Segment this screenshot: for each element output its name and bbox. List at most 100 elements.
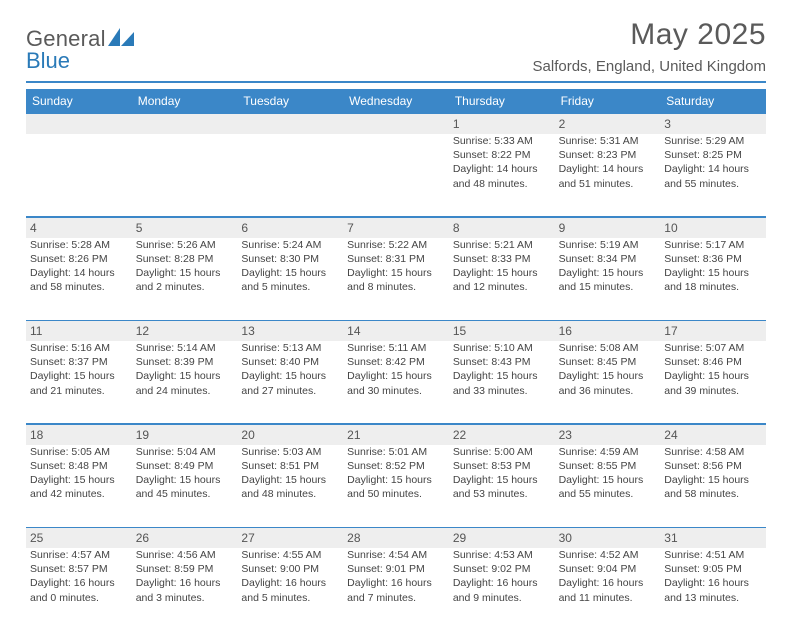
daynum-row: 45678910 (26, 218, 766, 238)
sunrise-text: Sunrise: 5:28 AM (30, 238, 128, 252)
sunrise-text: Sunrise: 5:13 AM (241, 341, 339, 355)
weekday-thu: Thursday (449, 89, 555, 114)
sunset-text: Sunset: 8:34 PM (559, 252, 657, 266)
day-cell: Sunrise: 4:56 AMSunset: 8:59 PMDaylight:… (132, 548, 238, 630)
brand-text: General Blue (26, 28, 134, 72)
sunset-text: Sunset: 8:45 PM (559, 355, 657, 369)
sunrise-text: Sunrise: 4:52 AM (559, 548, 657, 562)
day-info: Sunrise: 5:14 AMSunset: 8:39 PMDaylight:… (136, 341, 234, 398)
day-info: Sunrise: 5:33 AMSunset: 8:22 PMDaylight:… (453, 134, 551, 191)
day-info: Sunrise: 4:51 AMSunset: 9:05 PMDaylight:… (664, 548, 762, 605)
weekday-sun: Sunday (26, 89, 132, 114)
weekday-mon: Monday (132, 89, 238, 114)
day-cell: Sunrise: 4:54 AMSunset: 9:01 PMDaylight:… (343, 548, 449, 630)
week-row: Sunrise: 5:16 AMSunset: 8:37 PMDaylight:… (26, 341, 766, 423)
day-cell: Sunrise: 5:31 AMSunset: 8:23 PMDaylight:… (555, 134, 661, 216)
daylight-text: Daylight: 15 hours and 15 minutes. (559, 266, 657, 294)
day-number: 10 (660, 218, 766, 238)
sunrise-text: Sunrise: 4:59 AM (559, 445, 657, 459)
week-row: Sunrise: 5:05 AMSunset: 8:48 PMDaylight:… (26, 445, 766, 527)
daylight-text: Daylight: 16 hours and 7 minutes. (347, 576, 445, 604)
day-cell: Sunrise: 5:21 AMSunset: 8:33 PMDaylight:… (449, 238, 555, 320)
day-info: Sunrise: 5:11 AMSunset: 8:42 PMDaylight:… (347, 341, 445, 398)
day-cell: Sunrise: 4:53 AMSunset: 9:02 PMDaylight:… (449, 548, 555, 630)
sunrise-text: Sunrise: 4:54 AM (347, 548, 445, 562)
day-number: 15 (449, 321, 555, 341)
page-header: General Blue May 2025 Salfords, England,… (26, 18, 766, 75)
sunset-text: Sunset: 9:01 PM (347, 562, 445, 576)
day-number: 5 (132, 218, 238, 238)
day-number (132, 114, 238, 134)
brand-sail-icon (108, 28, 134, 46)
sunrise-text: Sunrise: 4:53 AM (453, 548, 551, 562)
daylight-text: Daylight: 14 hours and 48 minutes. (453, 162, 551, 190)
day-number: 24 (660, 425, 766, 445)
day-cell: Sunrise: 5:28 AMSunset: 8:26 PMDaylight:… (26, 238, 132, 320)
sunset-text: Sunset: 8:30 PM (241, 252, 339, 266)
daylight-text: Daylight: 15 hours and 48 minutes. (241, 473, 339, 501)
sunset-text: Sunset: 8:48 PM (30, 459, 128, 473)
day-cell: Sunrise: 5:04 AMSunset: 8:49 PMDaylight:… (132, 445, 238, 527)
sunrise-text: Sunrise: 5:14 AM (136, 341, 234, 355)
day-cell: Sunrise: 5:07 AMSunset: 8:46 PMDaylight:… (660, 341, 766, 423)
week-row: Sunrise: 5:33 AMSunset: 8:22 PMDaylight:… (26, 134, 766, 216)
day-cell: Sunrise: 5:05 AMSunset: 8:48 PMDaylight:… (26, 445, 132, 527)
day-info: Sunrise: 5:22 AMSunset: 8:31 PMDaylight:… (347, 238, 445, 295)
daylight-text: Daylight: 16 hours and 3 minutes. (136, 576, 234, 604)
daynum-row: 123 (26, 114, 766, 134)
location-text: Salfords, England, United Kingdom (533, 58, 766, 75)
sunset-text: Sunset: 8:23 PM (559, 148, 657, 162)
day-info: Sunrise: 5:16 AMSunset: 8:37 PMDaylight:… (30, 341, 128, 398)
day-info: Sunrise: 4:59 AMSunset: 8:55 PMDaylight:… (559, 445, 657, 502)
day-cell (26, 134, 132, 216)
daylight-text: Daylight: 15 hours and 50 minutes. (347, 473, 445, 501)
weekday-wed: Wednesday (343, 89, 449, 114)
daylight-text: Daylight: 15 hours and 8 minutes. (347, 266, 445, 294)
daylight-text: Daylight: 15 hours and 18 minutes. (664, 266, 762, 294)
day-number: 17 (660, 321, 766, 341)
sunrise-text: Sunrise: 5:29 AM (664, 134, 762, 148)
day-cell (237, 134, 343, 216)
day-cell: Sunrise: 5:14 AMSunset: 8:39 PMDaylight:… (132, 341, 238, 423)
calendar-page: General Blue May 2025 Salfords, England,… (0, 0, 792, 630)
day-cell: Sunrise: 5:16 AMSunset: 8:37 PMDaylight:… (26, 341, 132, 423)
daylight-text: Daylight: 15 hours and 33 minutes. (453, 369, 551, 397)
day-info: Sunrise: 5:13 AMSunset: 8:40 PMDaylight:… (241, 341, 339, 398)
daylight-text: Daylight: 15 hours and 58 minutes. (664, 473, 762, 501)
day-number: 11 (26, 321, 132, 341)
weeks-container: 123Sunrise: 5:33 AMSunset: 8:22 PMDaylig… (26, 114, 766, 630)
day-info: Sunrise: 5:24 AMSunset: 8:30 PMDaylight:… (241, 238, 339, 295)
day-info: Sunrise: 5:31 AMSunset: 8:23 PMDaylight:… (559, 134, 657, 191)
daylight-text: Daylight: 15 hours and 39 minutes. (664, 369, 762, 397)
day-number: 20 (237, 425, 343, 445)
month-title: May 2025 (533, 18, 766, 52)
daylight-text: Daylight: 15 hours and 2 minutes. (136, 266, 234, 294)
day-cell: Sunrise: 5:26 AMSunset: 8:28 PMDaylight:… (132, 238, 238, 320)
sunrise-text: Sunrise: 5:07 AM (664, 341, 762, 355)
sunrise-text: Sunrise: 5:31 AM (559, 134, 657, 148)
day-info: Sunrise: 5:01 AMSunset: 8:52 PMDaylight:… (347, 445, 445, 502)
daylight-text: Daylight: 14 hours and 55 minutes. (664, 162, 762, 190)
day-number: 1 (449, 114, 555, 134)
day-number: 31 (660, 528, 766, 548)
day-info: Sunrise: 5:10 AMSunset: 8:43 PMDaylight:… (453, 341, 551, 398)
daylight-text: Daylight: 16 hours and 0 minutes. (30, 576, 128, 604)
sunrise-text: Sunrise: 5:21 AM (453, 238, 551, 252)
day-number: 9 (555, 218, 661, 238)
daynum-row: 25262728293031 (26, 528, 766, 548)
brand-name-2: Blue (26, 48, 70, 73)
day-info: Sunrise: 5:05 AMSunset: 8:48 PMDaylight:… (30, 445, 128, 502)
sunset-text: Sunset: 8:28 PM (136, 252, 234, 266)
daylight-text: Daylight: 16 hours and 5 minutes. (241, 576, 339, 604)
daylight-text: Daylight: 15 hours and 12 minutes. (453, 266, 551, 294)
day-info: Sunrise: 5:26 AMSunset: 8:28 PMDaylight:… (136, 238, 234, 295)
day-info: Sunrise: 4:56 AMSunset: 8:59 PMDaylight:… (136, 548, 234, 605)
sunset-text: Sunset: 8:31 PM (347, 252, 445, 266)
sunrise-text: Sunrise: 5:26 AM (136, 238, 234, 252)
day-info: Sunrise: 5:04 AMSunset: 8:49 PMDaylight:… (136, 445, 234, 502)
day-cell (343, 134, 449, 216)
sunrise-text: Sunrise: 4:51 AM (664, 548, 762, 562)
sunrise-text: Sunrise: 5:24 AM (241, 238, 339, 252)
sunset-text: Sunset: 8:37 PM (30, 355, 128, 369)
sunrise-text: Sunrise: 4:56 AM (136, 548, 234, 562)
